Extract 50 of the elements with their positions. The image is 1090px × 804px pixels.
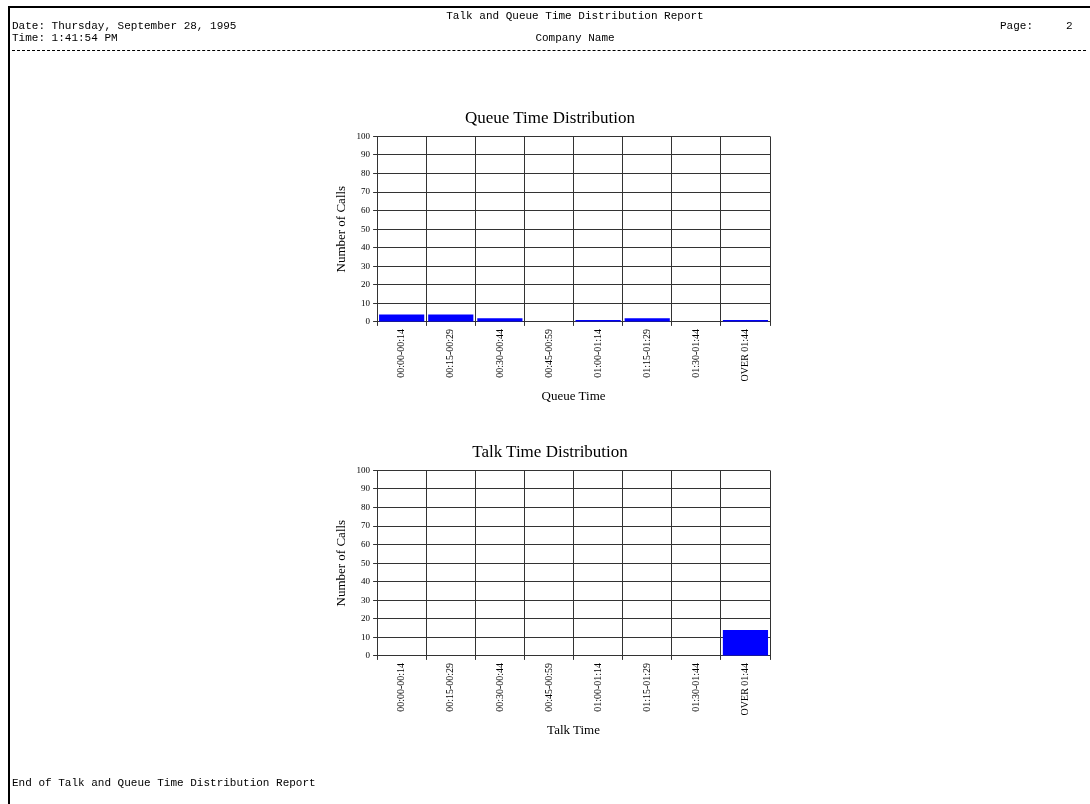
text: Date: Thursday, September 28, 1995 [12, 20, 237, 32]
y-tick-label: 30 [361, 260, 371, 271]
text: Page: 2 [1000, 20, 1073, 32]
x-tick-label: OVER 01:44 [739, 328, 751, 382]
y-axis-title: Number of Calls [333, 185, 349, 273]
y-tick-label: 40 [361, 576, 371, 587]
x-tick-label: 00:00-00:14 [395, 662, 407, 712]
x-axis-title: Queue Time [541, 387, 606, 403]
y-tick-label: 20 [361, 279, 371, 290]
x-tick-label: 00:15-00:29 [444, 662, 456, 712]
y-tick-label: 60 [361, 204, 371, 215]
x-tick-label: OVER 01:44 [739, 662, 751, 716]
y-tick-label: 100 [356, 130, 371, 141]
y-tick-label: 0 [365, 650, 371, 661]
chart-title: Queue Time Distribution [464, 107, 636, 127]
x-tick-label: 00:45-00:59 [542, 328, 554, 378]
x-tick-label: 00:45-00:59 [542, 662, 554, 712]
y-tick-label: 50 [361, 557, 371, 568]
y-tick-label: 100 [356, 464, 371, 475]
text: Time: 1:41:54 PM [12, 32, 118, 44]
y-tick-label: 70 [361, 186, 371, 197]
y-tick-label: 50 [361, 223, 371, 234]
y-tick-label: 20 [361, 613, 371, 624]
y-tick-label: 90 [361, 483, 371, 494]
x-tick-label: 00:30-00:44 [493, 328, 505, 378]
chart-title: Talk Time Distribution [472, 441, 629, 461]
text: End of Talk and Queue Time Distribution Report [12, 777, 316, 789]
x-tick-label: 01:30-01:44 [689, 328, 701, 378]
y-tick-label: 0 [365, 316, 371, 327]
x-axis-title: Talk Time [547, 721, 601, 737]
y-tick-label: 10 [361, 631, 371, 642]
x-tick-label: 01:15-01:29 [640, 328, 652, 378]
y-tick-label: 80 [361, 167, 371, 178]
x-tick-label: 01:00-01:14 [591, 662, 603, 712]
x-tick-label: 01:00-01:14 [591, 328, 603, 378]
y-axis-title: Number of Calls [333, 519, 349, 607]
y-tick-label: 70 [361, 520, 371, 531]
text: Company Name [535, 32, 615, 44]
x-tick-label: 00:00-00:14 [395, 328, 407, 378]
y-tick-label: 30 [361, 594, 371, 605]
y-tick-label: 40 [361, 242, 371, 253]
y-tick-label: 60 [361, 538, 371, 549]
y-tick-label: 10 [361, 297, 371, 308]
x-tick-label: 00:30-00:44 [493, 662, 505, 712]
y-tick-label: 90 [361, 149, 371, 160]
text: Talk and Queue Time Distribution Report [446, 10, 704, 22]
y-tick-label: 80 [361, 501, 371, 512]
x-tick-label: 01:30-01:44 [689, 662, 701, 712]
x-tick-label: 00:15-00:29 [444, 328, 456, 378]
x-tick-label: 01:15-01:29 [640, 662, 652, 712]
